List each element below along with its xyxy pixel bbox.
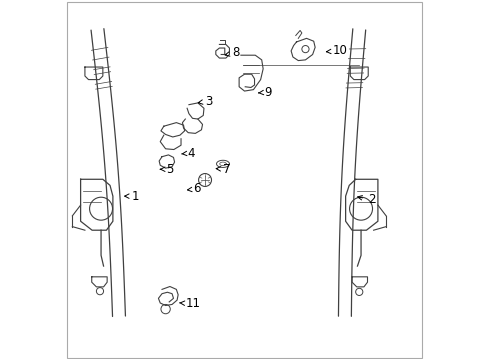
Text: 9: 9: [258, 86, 271, 99]
Text: 3: 3: [198, 95, 212, 108]
Text: 1: 1: [124, 190, 139, 203]
Text: 4: 4: [181, 147, 194, 159]
Text: 7: 7: [216, 163, 230, 176]
Text: 5: 5: [160, 163, 173, 176]
Text: 8: 8: [224, 46, 239, 59]
Text: 2: 2: [357, 193, 375, 206]
Text: 11: 11: [179, 297, 200, 310]
Text: 6: 6: [187, 183, 201, 195]
Text: 10: 10: [325, 44, 346, 57]
